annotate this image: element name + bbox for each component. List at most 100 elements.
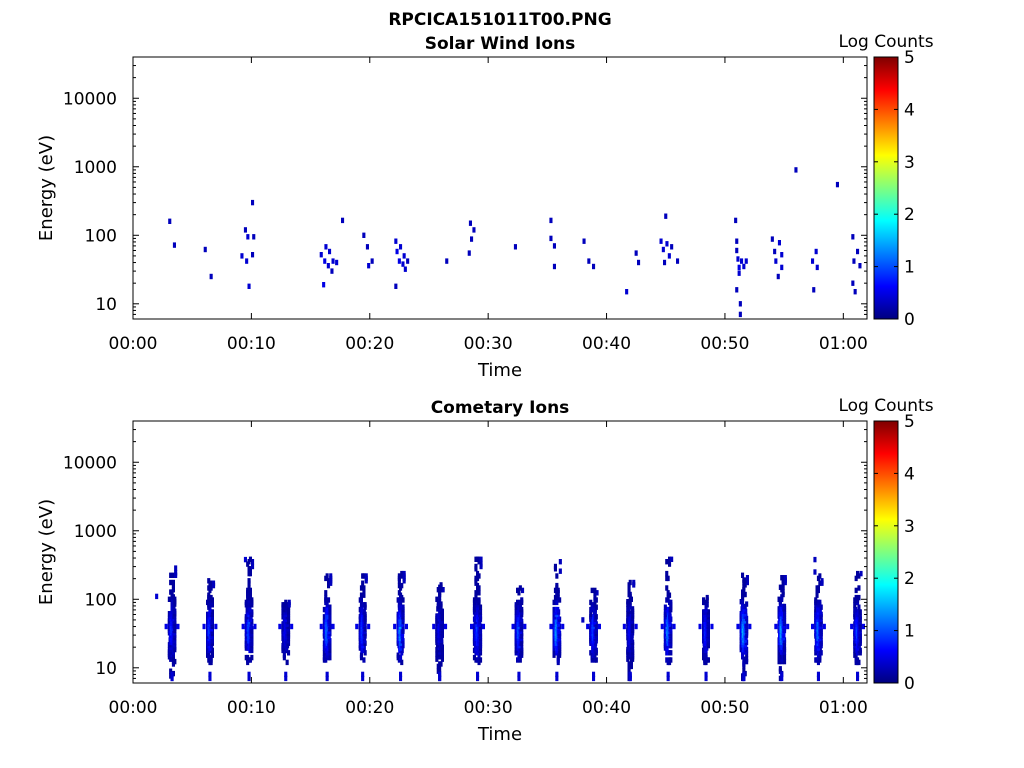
heatmap-cell [170, 675, 174, 682]
heatmap-cell [406, 258, 410, 264]
heatmap-cell [631, 606, 635, 612]
heatmap-cell [853, 647, 857, 654]
heatmap-cell [813, 569, 817, 575]
heatmap-cell [155, 593, 159, 600]
heatmap-cell [816, 585, 820, 591]
heatmap-cell [735, 247, 739, 254]
heatmap-cell [438, 599, 442, 605]
heatmap-cell [581, 617, 585, 623]
heatmap-cell [549, 623, 553, 630]
heatmap-cell [861, 623, 865, 630]
heatmap-cell [341, 217, 345, 224]
heatmap-cell [363, 650, 367, 656]
heatmap-cell [856, 675, 860, 682]
heatmap-cell [362, 609, 366, 615]
heatmap-cell [666, 575, 670, 582]
heatmap-cell [670, 244, 674, 250]
heatmap-cell [247, 283, 251, 289]
heatmap-cell [399, 671, 403, 678]
heatmap-cell [246, 654, 250, 661]
heatmap-cell [669, 599, 673, 606]
heatmap-cell [479, 561, 483, 567]
heatmap-cell [365, 244, 369, 250]
heatmap-cell [328, 614, 332, 620]
heatmap-cell [660, 623, 664, 630]
heatmap-cell [859, 570, 863, 577]
x-tick-label: 01:00 [819, 698, 868, 718]
heatmap-cell [626, 599, 630, 605]
heatmap-cell [172, 606, 176, 612]
heatmap-cell [742, 263, 746, 270]
heatmap-cell [400, 647, 404, 654]
heatmap-cell [628, 671, 632, 678]
heatmap-cell [818, 573, 822, 579]
heatmap-cell [628, 675, 632, 682]
heatmap-cell [474, 556, 478, 562]
heatmap-cell [594, 657, 598, 663]
heatmap-cell [774, 258, 778, 264]
heatmap-cell [251, 559, 255, 565]
heatmap-cell [858, 609, 862, 615]
heatmap-cell [592, 671, 596, 678]
heatmap-cell [738, 301, 742, 307]
heatmap-cell [811, 258, 815, 264]
heatmap-cell [476, 675, 480, 682]
heatmap-cell [400, 659, 404, 666]
plot-frame [132, 56, 868, 320]
heatmap-cell [669, 657, 673, 663]
heatmap-cell [278, 623, 282, 630]
heatmap-cell [210, 647, 214, 654]
heatmap-cell [395, 248, 399, 255]
heatmap-cell [517, 675, 521, 682]
heatmap-cell [556, 606, 560, 613]
heatmap-cell [248, 606, 252, 613]
heatmap-cell [595, 590, 599, 596]
y-axis: 10 100 1000 10000 [63, 56, 867, 320]
heatmap-cell [582, 238, 586, 244]
y-tick-label: 10 [95, 295, 117, 315]
heatmap-cell [517, 671, 521, 678]
heatmap-cell [854, 575, 858, 582]
heatmap-cell [361, 675, 365, 682]
y-tick-label: 100 [85, 226, 117, 246]
y-tick-label: 1000 [74, 522, 117, 542]
heatmap-cell [328, 248, 332, 255]
heatmap-cell [835, 181, 839, 188]
heatmap-cell [435, 596, 439, 602]
heatmap-cell [705, 602, 709, 608]
heatmap-cell [250, 654, 254, 661]
colorbar: 0 1 2 3 4 5 [873, 412, 915, 694]
heatmap-cell [628, 651, 632, 658]
heatmap-cell [665, 585, 669, 591]
heatmap-cell [794, 167, 798, 173]
heatmap-cell [856, 248, 860, 255]
x-tick-label: 01:00 [819, 334, 868, 354]
heatmap-cell [171, 656, 175, 662]
heatmap-cell [783, 575, 787, 581]
y-axis: 10 100 1000 10000 [63, 420, 867, 684]
heatmap-cell [549, 217, 553, 224]
heatmap-cell [820, 578, 824, 584]
heatmap-cell [401, 261, 405, 267]
heatmap-cell [247, 675, 251, 682]
heatmap-cell [770, 236, 774, 242]
heatmap-cell [815, 592, 819, 598]
heatmap-cell [781, 575, 785, 581]
heatmap-cell [637, 259, 641, 266]
heatmap-cell [209, 594, 213, 601]
heatmap-cell [322, 654, 326, 661]
colorbar: 0 1 2 3 4 5 [873, 48, 915, 330]
heatmap-cell [325, 573, 329, 579]
heatmap-cell [589, 599, 593, 606]
heatmap-cell [666, 606, 670, 613]
x-tick-label: 00:10 [227, 698, 276, 718]
heatmap-cell [627, 661, 631, 667]
heatmap-cell [362, 573, 366, 579]
heatmap-cell [777, 596, 781, 602]
heatmap-cell [364, 573, 368, 579]
heatmap-cell [399, 654, 403, 661]
heatmap-cell [552, 243, 556, 249]
solar-wind-panel: Solar Wind Ions 00:00 00:10 00:20 00:30 00:4… [36, 32, 934, 381]
heatmap-cell [285, 659, 289, 666]
heatmap-cell [666, 675, 670, 682]
